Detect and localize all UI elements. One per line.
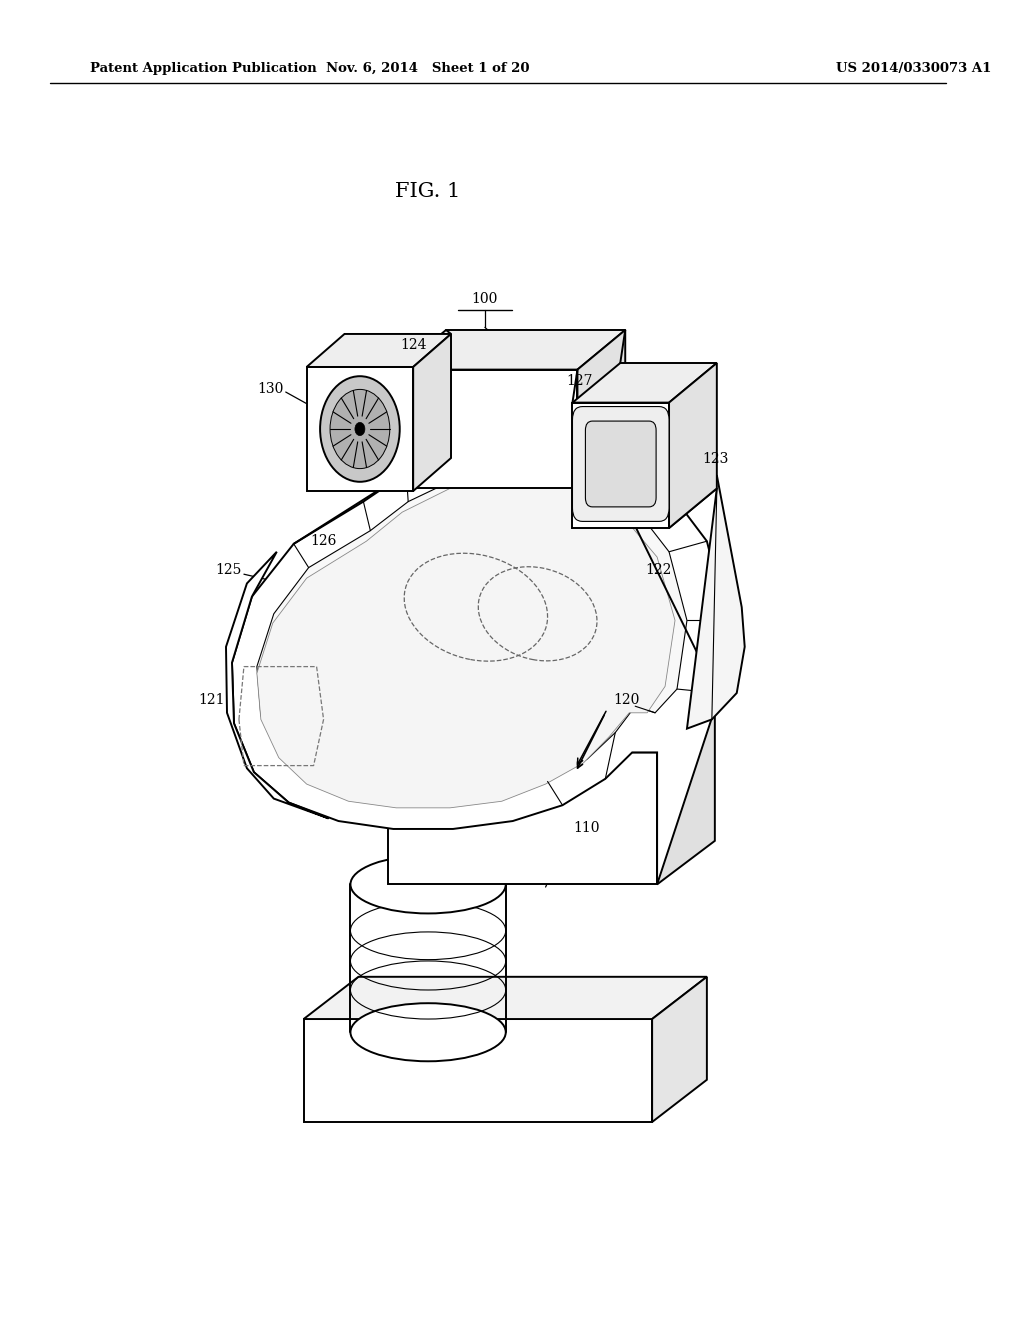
Text: 125: 125 (216, 564, 242, 577)
Polygon shape (669, 363, 717, 528)
Ellipse shape (350, 855, 506, 913)
Polygon shape (572, 403, 669, 528)
Text: 130: 130 (257, 383, 284, 396)
Text: US 2014/0330073 A1: US 2014/0330073 A1 (837, 62, 991, 75)
Polygon shape (572, 363, 717, 403)
Polygon shape (578, 330, 626, 488)
Text: 120: 120 (613, 693, 640, 706)
Polygon shape (232, 438, 727, 884)
Polygon shape (398, 330, 626, 370)
Polygon shape (652, 977, 707, 1122)
Polygon shape (388, 709, 715, 752)
Polygon shape (257, 467, 687, 805)
Ellipse shape (350, 1003, 506, 1061)
Text: 127: 127 (566, 374, 593, 388)
FancyBboxPatch shape (586, 421, 656, 507)
Text: 100: 100 (472, 292, 498, 306)
Polygon shape (304, 977, 707, 1019)
Text: 121: 121 (199, 693, 225, 706)
Polygon shape (304, 1019, 652, 1122)
Text: 124: 124 (400, 338, 426, 352)
Text: 126: 126 (310, 535, 337, 548)
FancyBboxPatch shape (572, 407, 669, 521)
Circle shape (321, 376, 399, 482)
Circle shape (330, 389, 390, 469)
Text: 122: 122 (645, 564, 672, 577)
Text: FIG. 1: FIG. 1 (395, 182, 461, 201)
Polygon shape (669, 475, 744, 729)
Polygon shape (257, 478, 675, 808)
Polygon shape (388, 752, 657, 884)
Circle shape (355, 422, 365, 436)
Text: 110: 110 (573, 821, 600, 834)
Polygon shape (413, 334, 451, 491)
Text: Patent Application Publication: Patent Application Publication (90, 62, 316, 75)
Polygon shape (657, 709, 715, 884)
Text: Nov. 6, 2014   Sheet 1 of 20: Nov. 6, 2014 Sheet 1 of 20 (327, 62, 529, 75)
Polygon shape (306, 367, 413, 491)
Text: 123: 123 (701, 453, 728, 466)
Polygon shape (398, 370, 578, 488)
Polygon shape (306, 334, 451, 367)
Polygon shape (226, 552, 329, 818)
